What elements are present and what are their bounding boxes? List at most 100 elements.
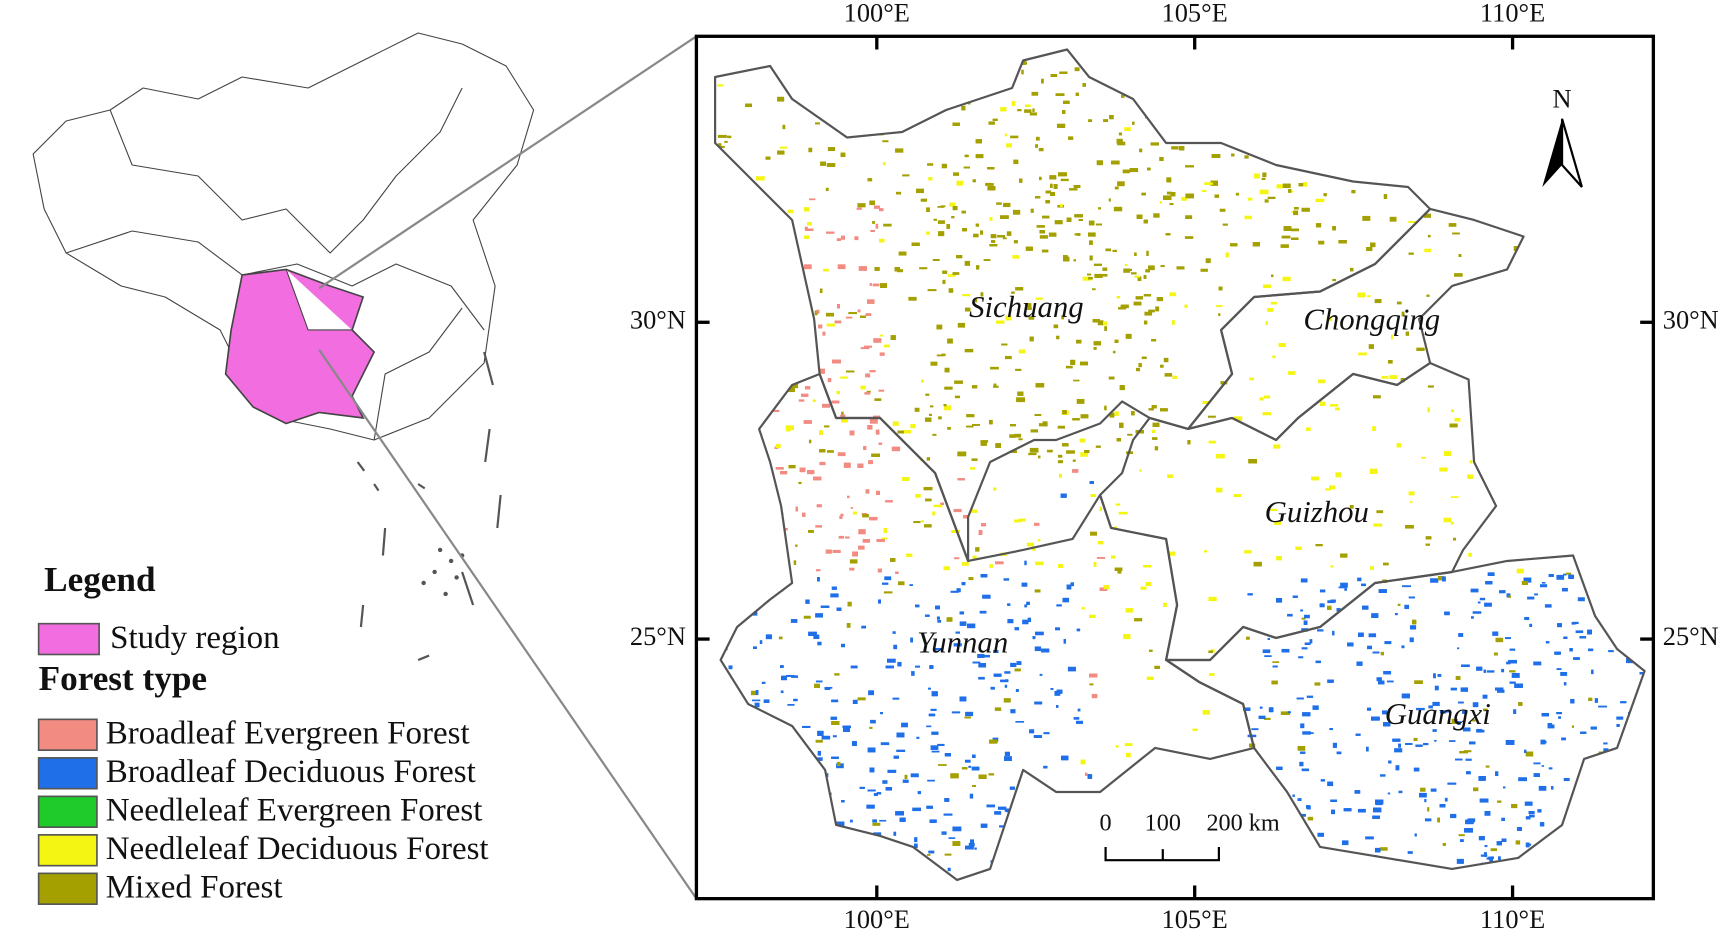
forest-speck [908,296,917,301]
province-borders [714,48,1646,882]
forest-speck [780,690,784,694]
forest-speck [1408,596,1415,599]
forest-speck [1055,705,1059,708]
forest-speck [1525,751,1534,757]
forest-speck [872,221,876,224]
forest-speck [1003,698,1011,703]
forest-speck [1404,743,1413,745]
forest-speck [804,226,808,231]
forest-speck [836,238,841,241]
forest-speck [1423,743,1429,746]
forest-speck [1045,190,1052,194]
forest-speck [1118,132,1122,136]
forest-speck [1216,453,1225,459]
forest-speck [1032,636,1036,640]
forest-speck [825,187,829,192]
forest-speck [1534,593,1538,596]
forest-speck [1444,451,1451,456]
forest-speck [996,320,1005,324]
forest-speck [765,156,771,160]
forest-speck [1358,352,1367,356]
forest-speck [1588,697,1593,701]
forest-speck [1063,100,1070,104]
forest-speck [1042,215,1050,219]
forest-speck [803,615,811,619]
forest-speck [892,631,896,634]
forest-speck [890,335,896,340]
forest-speck [1171,320,1175,325]
forest-speck [1115,744,1119,748]
forest-speck [947,338,953,344]
forest-speck [895,811,904,816]
forest-speck [976,265,980,270]
forest-speck [1529,814,1535,818]
forest-speck [1143,219,1148,224]
forest-speck [874,266,880,271]
forest-speck [1366,295,1371,297]
forest-speck [1108,198,1111,202]
forest-speck [1089,481,1094,484]
forest-speck [1332,226,1336,231]
forest-speck [941,163,947,169]
forest-speck [787,703,795,706]
forest-speck [881,537,888,540]
forest-speck [862,539,870,543]
forest-speck [1319,603,1325,608]
forest-speck [1055,627,1060,631]
forest-speck [1472,719,1476,722]
legend-label: Mixed Forest [106,869,283,905]
forest-speck [1482,694,1488,699]
forest-speck [780,665,784,668]
forest-speck [1034,196,1041,199]
forest-speck [1335,407,1340,411]
forest-speck [818,368,825,374]
forest-speck [1192,728,1198,731]
forest-speck [852,551,858,557]
forest-speck [1568,574,1574,579]
forest-speck [1048,232,1057,237]
forest-speck [975,154,984,159]
forest-speck [838,535,845,539]
forest-speck [1070,582,1074,587]
forest-speck [1560,671,1568,676]
forest-speck [1420,787,1426,792]
forest-speck [846,370,855,373]
forest-speck [832,735,837,738]
forest-speck [1371,613,1379,618]
forest-speck [1163,602,1167,607]
forest-speck [1533,661,1542,666]
forest-speck [795,544,798,547]
forest-speck [1369,468,1378,474]
province-label: Guangxi [1385,697,1491,731]
forest-speck [852,511,857,515]
forest-speck [1017,391,1024,396]
forest-speck [1389,216,1397,222]
forest-speck [1297,746,1306,751]
forest-speck [893,644,898,650]
forest-speck [1524,801,1533,806]
forest-speck [1362,215,1371,221]
forest-speck [1169,203,1174,206]
forest-speck [965,711,974,717]
forest-speck [1325,488,1331,491]
forest-speck [1072,418,1080,421]
forest-speck [1184,304,1188,308]
forest-speck [1003,202,1011,208]
forest-speck [1015,721,1025,723]
forest-speck [1087,232,1096,237]
forest-speck [1299,761,1304,767]
forest-speck [804,235,810,240]
forest-speck [1035,144,1039,148]
forest-speck [915,665,921,668]
forest-speck [1218,286,1223,291]
forest-speck [1288,371,1296,375]
forest-speck [1200,268,1208,272]
forest-speck [763,699,770,703]
forest-speck [1603,748,1609,752]
forest-speck [1300,723,1305,729]
forest-speck [1315,544,1323,547]
forest-speck [1442,576,1446,582]
forest-speck [961,767,968,770]
forest-speck [1029,729,1035,734]
forest-speck [1472,702,1479,708]
